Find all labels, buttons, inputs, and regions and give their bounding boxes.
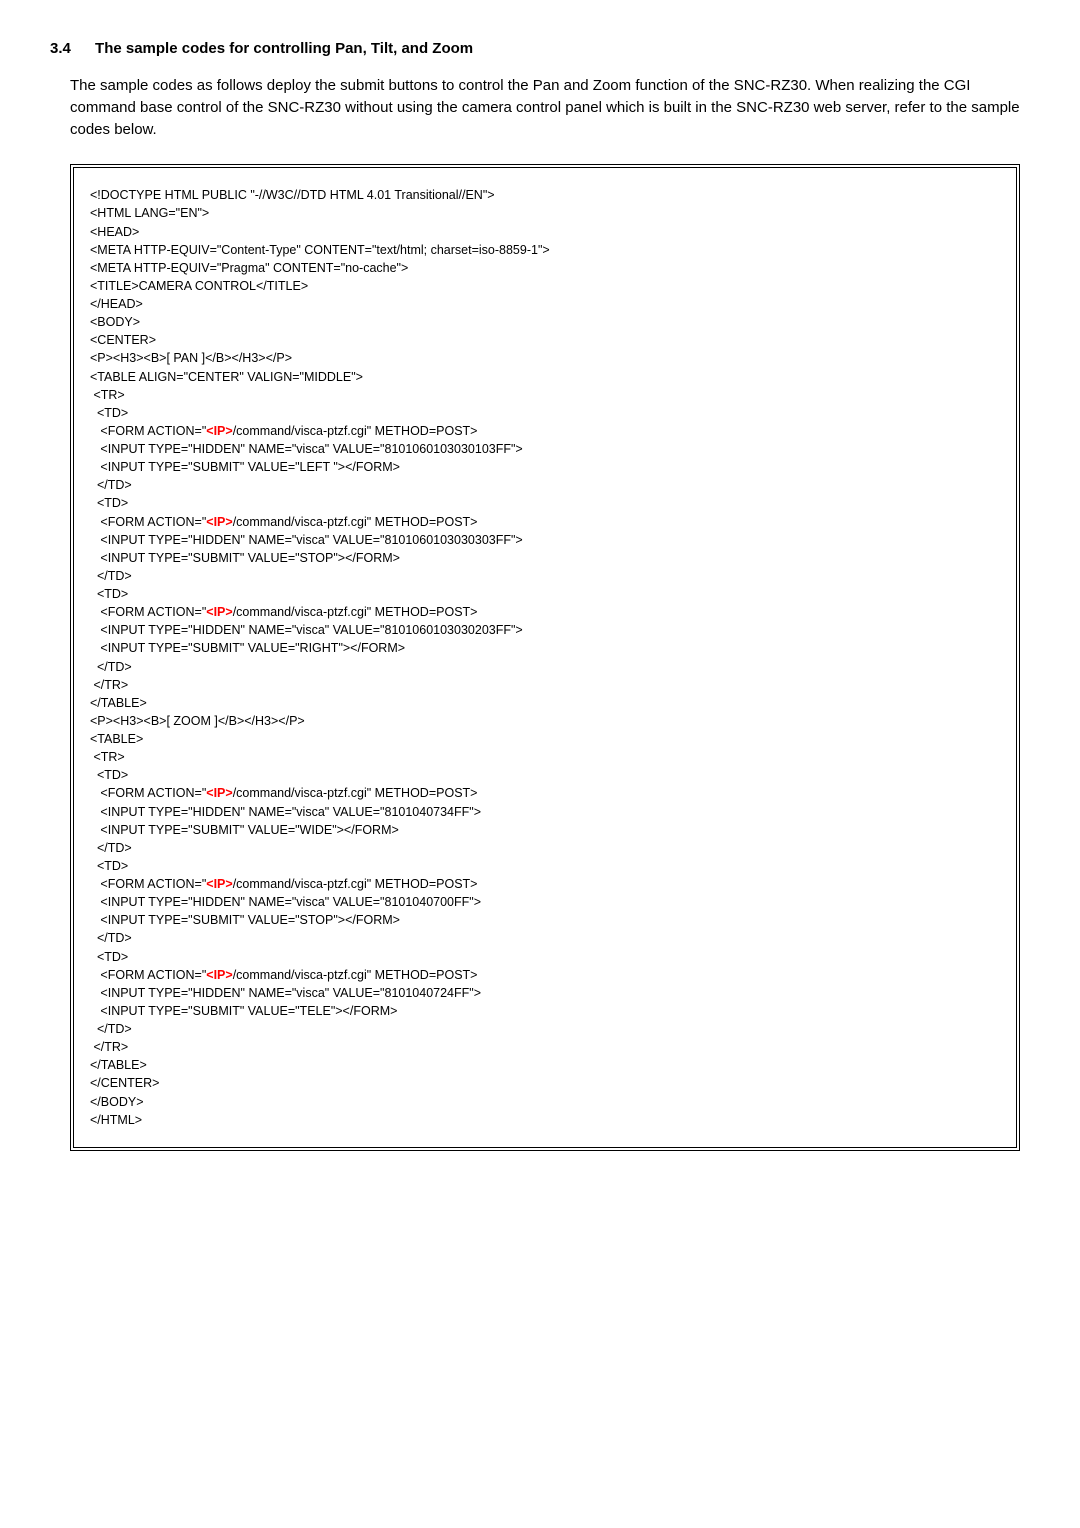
section-heading: 3.4 The sample codes for controlling Pan… [50, 40, 1030, 57]
section-title: The sample codes for controlling Pan, Ti… [95, 40, 473, 57]
code-sample-box: <!DOCTYPE HTML PUBLIC "-//W3C//DTD HTML … [70, 164, 1020, 1151]
ip-placeholder: <IP> [206, 968, 232, 982]
ip-placeholder: <IP> [206, 424, 232, 438]
ip-placeholder: <IP> [206, 786, 232, 800]
intro-paragraph: The sample codes as follows deploy the s… [70, 75, 1030, 140]
ip-placeholder: <IP> [206, 877, 232, 891]
ip-placeholder: <IP> [206, 605, 232, 619]
section-number: 3.4 [50, 40, 71, 57]
ip-placeholder: <IP> [206, 515, 232, 529]
